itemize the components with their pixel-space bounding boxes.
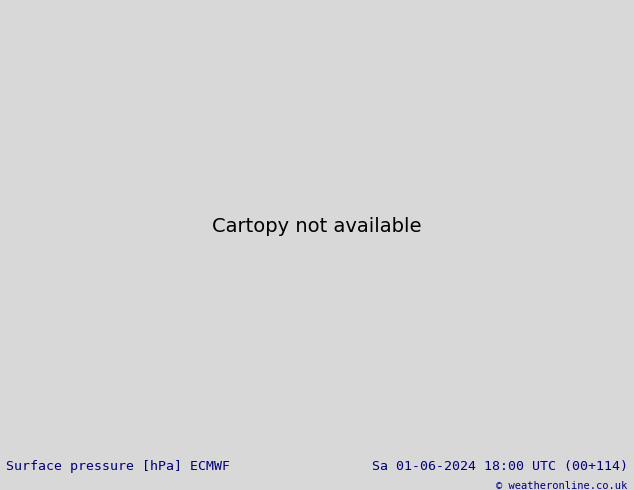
Text: Sa 01-06-2024 18:00 UTC (00+114): Sa 01-06-2024 18:00 UTC (00+114) <box>372 460 628 473</box>
Text: © weatheronline.co.uk: © weatheronline.co.uk <box>496 481 628 490</box>
Text: Surface pressure [hPa] ECMWF: Surface pressure [hPa] ECMWF <box>6 460 230 473</box>
Text: Cartopy not available: Cartopy not available <box>212 217 422 236</box>
